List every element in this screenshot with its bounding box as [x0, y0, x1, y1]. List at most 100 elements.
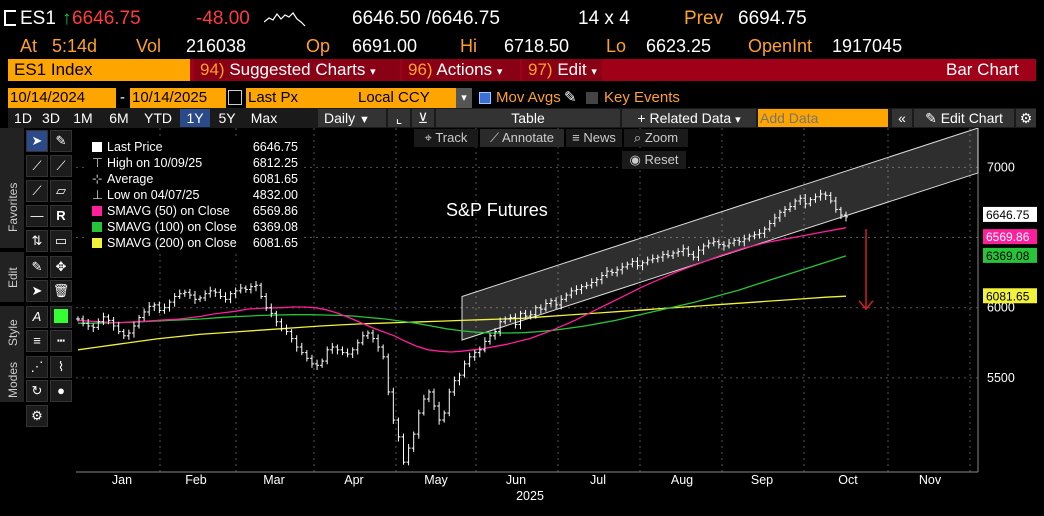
edit-menu[interactable]: 97) Edit ▾ — [522, 59, 602, 81]
actions-menu[interactable]: 96) Actions ▾ — [402, 59, 520, 81]
legend-item[interactable]: SMAVG (100) on Close 6369.08 — [92, 220, 302, 235]
legend-item[interactable]: SMAVG (50) on Close 6569.86 — [92, 204, 302, 219]
measure-icon[interactable]: ⌇ — [50, 356, 72, 378]
dropdown-icon: ▼ — [359, 114, 370, 126]
track-button[interactable]: ⌖ Track — [414, 129, 478, 147]
rectangle-icon[interactable]: ▭ — [50, 230, 72, 252]
range-button-max[interactable]: Max — [244, 109, 284, 127]
select-icon[interactable]: ➤ — [26, 280, 48, 302]
ray-icon[interactable]: ⟋ — [50, 155, 72, 177]
range-button-1m[interactable]: 1M — [66, 109, 100, 127]
pencil-icon[interactable]: ✎ — [564, 89, 577, 106]
price-bar — [574, 285, 579, 295]
legend-item[interactable]: ⊤ High on 10/09/25 6812.25 — [92, 156, 302, 171]
legend-item[interactable]: Last Price 6646.75 — [92, 140, 302, 155]
price-bar — [106, 314, 111, 325]
tools-button[interactable]: ⊻ — [412, 109, 434, 127]
range-button-3d[interactable]: 3D — [38, 109, 64, 127]
legend-value: 6646.75 — [252, 140, 298, 154]
trash-icon[interactable]: 🗑 — [50, 280, 72, 302]
chart-area[interactable]: 5500600065007000JanFebMarAprMayJunJulAug… — [0, 128, 1044, 516]
range-button-1d[interactable]: 1D — [10, 109, 36, 127]
zoom-button[interactable]: ⌕ Zoom — [624, 129, 688, 147]
price-bar — [350, 347, 355, 358]
news-label: News — [583, 130, 616, 145]
brush-icon[interactable]: ✎ — [26, 256, 48, 278]
font-icon[interactable]: A — [26, 306, 48, 328]
price-bar — [508, 314, 513, 323]
line-tool-icon[interactable]: ✎ — [50, 130, 72, 152]
price-bar — [487, 333, 492, 345]
text-tool-icon[interactable]: R — [50, 205, 72, 227]
price-bar — [274, 310, 279, 327]
legend-item[interactable]: SMAVG (200) on Close 6081.65 — [92, 236, 302, 251]
calendar-icon[interactable] — [228, 90, 242, 105]
reset-button[interactable]: ◉ Reset — [622, 151, 686, 169]
line-weight-icon[interactable]: ≡ — [26, 330, 48, 352]
side-tab-favorites[interactable]: Favorites — [0, 128, 24, 248]
range-button-ytd[interactable]: YTD — [138, 109, 178, 127]
channel-icon[interactable]: ▱ — [50, 180, 72, 202]
gear-icon[interactable]: ⚙ — [1016, 109, 1036, 127]
price-bar — [528, 310, 533, 320]
legend-label: SMAVG (50) on Close — [107, 204, 230, 218]
fib-icon[interactable]: ⇅ — [26, 230, 48, 252]
edit-chart-button[interactable]: ✎ Edit Chart — [914, 109, 1014, 127]
range-button-6m[interactable]: 6M — [102, 109, 136, 127]
end-date-field[interactable]: 10/14/2025 — [130, 88, 226, 108]
price-bar — [228, 291, 233, 304]
suggested-charts-menu[interactable]: 94) Suggested Charts ▾ — [194, 59, 400, 81]
color-swatch-icon[interactable] — [50, 306, 72, 328]
price-bar — [411, 431, 416, 453]
price-bar — [737, 236, 742, 246]
currency-select[interactable]: Local CCY — [356, 88, 456, 108]
frequency-select[interactable]: Daily ▼ — [318, 109, 386, 127]
open: 6691.00 — [352, 36, 418, 56]
news-icon: ≡ — [572, 130, 580, 145]
side-tab-modes[interactable]: Modes — [0, 356, 24, 402]
range-toolbar: 1D 3D 1M 6M YTD 1Y 5Y Max Daily ▼ ⌞ ⊻ Table + R… — [8, 108, 1036, 128]
cursor-icon[interactable]: ➤ — [26, 130, 48, 152]
hi-label: Hi — [460, 36, 477, 56]
annotate-button[interactable]: ⟋ Annotate — [480, 129, 564, 147]
hline-icon[interactable]: — — [26, 205, 48, 227]
range-button-5y[interactable]: 5Y — [212, 109, 242, 127]
price-bar — [767, 220, 772, 232]
move-icon[interactable]: ✥ — [50, 256, 72, 278]
time: 5:14d — [52, 36, 98, 56]
side-tab-style[interactable]: Style — [0, 306, 24, 356]
line-style-icon[interactable]: ┅ — [50, 330, 72, 352]
table-button[interactable]: Table — [436, 109, 620, 127]
start-date-field[interactable]: 10/14/2024 — [8, 88, 116, 108]
ticker[interactable]: ES1 — [20, 8, 56, 29]
mov-avgs-label: Mov Avgs — [496, 89, 561, 106]
field-select[interactable]: Last Px — [246, 88, 356, 108]
chart-style-button[interactable]: ⌞ — [388, 109, 410, 127]
segment-icon[interactable]: ⟋ — [26, 180, 48, 202]
news-button[interactable]: ≡ News — [566, 129, 622, 147]
legend-item[interactable]: ⊹ Average 6081.65 — [92, 172, 302, 187]
range-button-1y[interactable]: 1Y — [180, 109, 210, 127]
price-bar — [243, 285, 248, 293]
price-chart[interactable]: 5500600065007000JanFebMarAprMayJunJulAug… — [0, 128, 1044, 516]
related-data-menu[interactable]: + Related Data ▾ — [622, 109, 756, 127]
currency-dropdown-icon[interactable]: ▾ — [456, 88, 472, 108]
price-bar — [543, 299, 548, 312]
price-bar — [818, 189, 823, 201]
settings-icon[interactable]: ⚙ — [26, 405, 48, 427]
trendline-icon[interactable]: ⟋ — [26, 155, 48, 177]
legend-item[interactable]: ⊥ Low on 04/07/25 4832.00 — [92, 188, 302, 203]
legend-value: 6081.65 — [252, 172, 298, 186]
date-separator: - — [120, 89, 125, 106]
legend-label: Last Price — [107, 140, 163, 154]
add-data-input[interactable] — [758, 109, 888, 127]
refresh-icon[interactable]: ↻ — [26, 380, 48, 402]
mov-avgs-checkbox[interactable] — [479, 92, 491, 104]
magnet-icon[interactable]: ⋰ — [26, 356, 48, 378]
collapse-icon[interactable]: « — [892, 109, 912, 127]
side-tab-edit[interactable]: Edit — [0, 252, 24, 302]
palette-icon[interactable]: ● — [50, 380, 72, 402]
key-events-checkbox[interactable] — [586, 92, 598, 104]
price-bar — [844, 211, 848, 222]
security-field[interactable]: ES1 Index — [8, 59, 190, 81]
